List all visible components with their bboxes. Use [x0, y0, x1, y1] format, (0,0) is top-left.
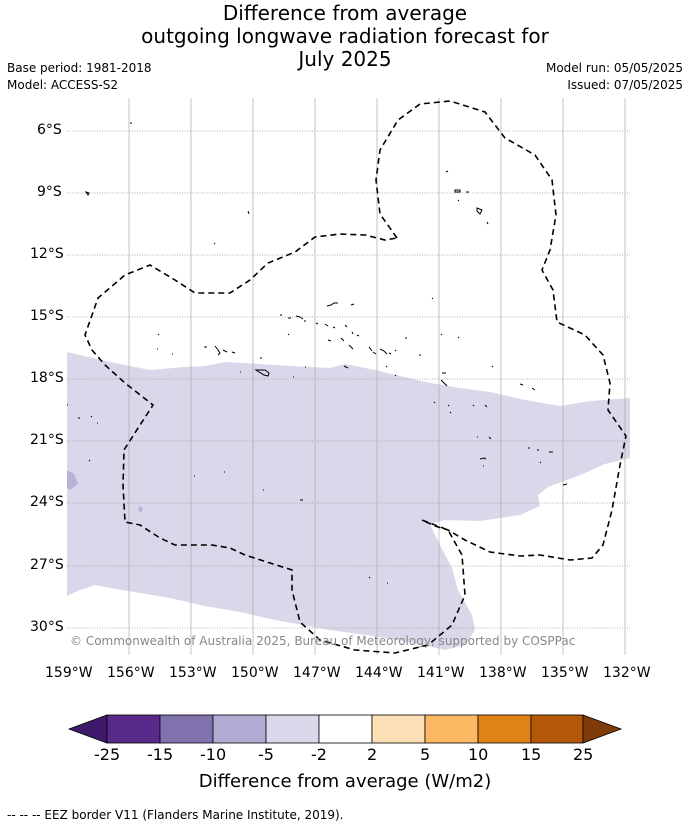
islands	[67, 122, 568, 584]
lat-label: 30°S	[30, 619, 64, 635]
lon-label: 132°W	[603, 665, 651, 681]
colorbar-tick: 10	[468, 745, 489, 764]
copyright-text: © Commonwealth of Australia 2025, Bureau…	[70, 634, 576, 648]
colorbar-tick: -10	[200, 745, 227, 764]
colorbar-swatch	[159, 714, 214, 744]
colorbar-tick: 2	[367, 745, 378, 764]
model-name: Model: ACCESS-S2	[7, 78, 119, 92]
lat-label: 15°S	[30, 308, 64, 324]
colorbar-tick: 25	[573, 745, 594, 764]
model-run-date: Model run: 05/05/2025	[545, 61, 683, 75]
lat-label: 12°S	[30, 246, 64, 262]
colorbar-swatch	[424, 714, 479, 744]
colorbar-tick: -25	[94, 745, 121, 764]
colorbar-swatch	[530, 714, 584, 744]
lat-label: 6°S	[37, 122, 62, 138]
lon-label: 138°W	[479, 665, 527, 681]
lat-label: 21°S	[30, 432, 64, 448]
lon-label: 144°W	[355, 665, 403, 681]
anomaly-fill-mid-2	[138, 506, 143, 512]
lon-label: 156°W	[107, 665, 155, 681]
colorbar-swatch	[371, 714, 426, 744]
lon-label: 159°W	[45, 665, 93, 681]
lon-label: 150°W	[231, 665, 279, 681]
anomaly-fill-mid-1	[67, 470, 78, 490]
lon-label: 147°W	[293, 665, 341, 681]
colorbar-title: Difference from average (W/m2)	[198, 771, 492, 792]
colorbar-max-arrow	[582, 714, 623, 744]
title-line-3: July 2025	[298, 47, 392, 71]
colorbar-min-arrow	[67, 714, 108, 744]
colorbar-swatch	[212, 714, 267, 744]
colorbar-tick: -5	[258, 745, 274, 764]
lat-label: 27°S	[30, 557, 64, 573]
lat-label: 9°S	[37, 184, 62, 200]
footnote: -- -- -- EEZ border V11 (Flanders Marine…	[7, 808, 344, 822]
lon-label: 153°W	[169, 665, 217, 681]
colorbar-tick: 15	[521, 745, 542, 764]
colorbar-swatch	[318, 714, 373, 744]
title-line-2: outgoing longwave radiation forecast for	[141, 24, 549, 48]
title-line-1: Difference from average	[222, 1, 468, 25]
lat-label: 18°S	[30, 370, 64, 386]
colorbar-tick: -15	[147, 745, 174, 764]
map-title: Difference from average outgoing longwav…	[0, 2, 690, 71]
lon-gridlines	[128, 98, 626, 655]
colorbar-tick: 5	[420, 745, 431, 764]
colorbar-swatch	[477, 714, 532, 744]
eez-border	[84, 100, 627, 654]
anomaly-fill-light	[67, 352, 630, 650]
lon-label: 135°W	[541, 665, 589, 681]
issued-date: Issued: 07/05/2025	[567, 78, 683, 92]
colorbar-swatch	[265, 714, 320, 744]
colorbar-swatch	[106, 714, 161, 744]
base-period: Base period: 1981-2018	[7, 61, 152, 75]
colorbar	[67, 714, 623, 744]
model-info: Base period: 1981-2018 Model: ACCESS-S2	[7, 60, 152, 94]
colorbar-tick: -2	[311, 745, 327, 764]
lat-label: 24°S	[30, 494, 64, 510]
lon-label: 141°W	[417, 665, 465, 681]
run-info: Model run: 05/05/2025 Issued: 07/05/2025	[546, 60, 683, 94]
